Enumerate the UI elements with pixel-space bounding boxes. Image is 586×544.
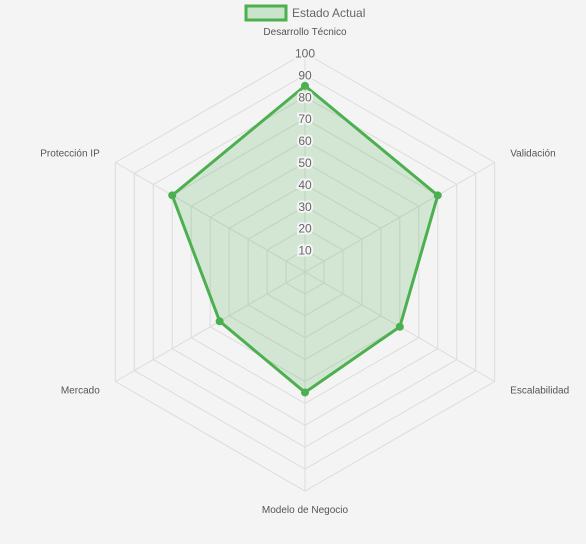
data-point-5[interactable] (168, 191, 177, 200)
tick-label: 30 (298, 200, 312, 214)
legend[interactable]: Estado Actual (244, 4, 365, 22)
axis-label-3: Modelo de Negocio (262, 505, 349, 516)
grid-spoke (115, 271, 306, 382)
data-point-1[interactable] (433, 191, 442, 200)
axis-label-0: Desarrollo Técnico (263, 27, 347, 38)
tick-label: 100 (295, 47, 315, 61)
axis-label-5: Protección IP (40, 149, 100, 160)
tick-label: 70 (298, 112, 312, 126)
tick-label: 80 (298, 90, 312, 104)
data-point-3[interactable] (301, 388, 309, 397)
tick-label: 10 (298, 244, 312, 258)
tick-label: 90 (298, 68, 312, 82)
series-layer (168, 81, 442, 397)
tick-labels: 10 20 30 40 50 60 70 80 90 100 (293, 45, 317, 260)
tick-label: 50 (298, 156, 312, 170)
legend-label-estado-actual: Estado Actual (292, 6, 365, 20)
series-area-0 (170, 84, 440, 394)
tick-label: 40 (298, 178, 312, 192)
data-point-4[interactable] (215, 317, 224, 326)
axis-label-1: Validación (510, 149, 555, 160)
tick-label: 20 (298, 222, 312, 236)
legend-swatch (244, 4, 288, 22)
tick-label: 60 (298, 134, 312, 148)
axis-label-4: Mercado (61, 386, 100, 397)
grid-spoke (115, 162, 306, 273)
data-point-2[interactable] (395, 322, 404, 331)
data-point-0[interactable] (301, 81, 309, 90)
axis-label-2: Escalabilidad (510, 386, 569, 397)
axis-labels: Desarrollo Técnico Validación Escalabilida… (40, 27, 569, 516)
grid-spoke (304, 162, 495, 273)
